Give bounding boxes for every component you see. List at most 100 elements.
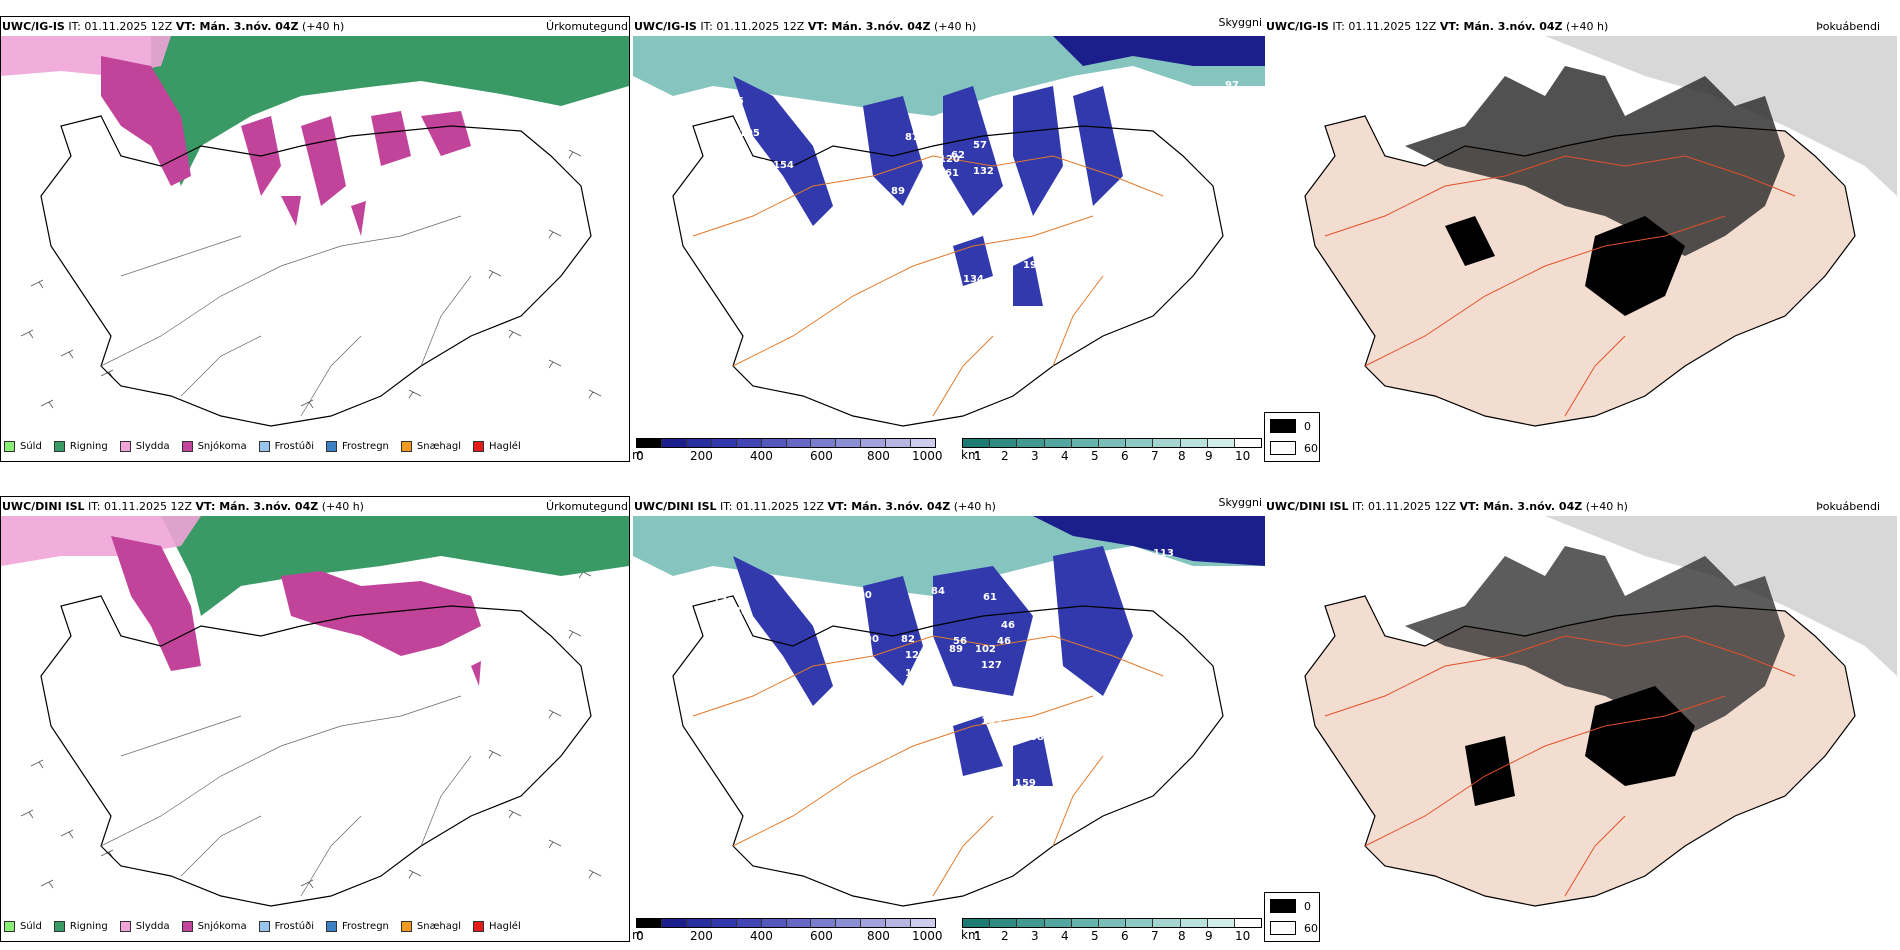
tick-label: 2 (1001, 449, 1009, 463)
cloud-base-label: 57 (973, 140, 987, 151)
cloud-base-label: 65 (897, 224, 911, 235)
cloud-base-label: 298 (745, 158, 766, 169)
low-visibility-field (1033, 516, 1265, 566)
tick-label: 800 (867, 449, 890, 463)
legend-swatch (400, 440, 412, 452)
header-info: UWC/IG-IS IT: 01.11.2025 12Z VT: Mán. 3.… (1266, 20, 1609, 33)
roads (100, 215, 472, 417)
legend-item: Haglél (473, 440, 521, 452)
cloud-base-label: 84 (941, 290, 955, 301)
tick-label: 1 (974, 929, 982, 943)
visibility-panel: UWC/DINI ISL IT: 01.11.2025 12Z VT: Mán.… (632, 480, 1265, 950)
cloud-base-colorbar: 0 200 400 600 800 1000 m (632, 438, 943, 463)
cloud-base-label: 95 (783, 256, 797, 267)
fog-background (1545, 516, 1897, 676)
cloud-base-label: 62 (951, 150, 965, 161)
visibility-panel: UWC/IG-IS IT: 01.11.2025 12Z VT: Mán. 3.… (632, 0, 1265, 470)
cloud-base-label: 90 (865, 634, 879, 645)
cloud-base-label: 57 (693, 810, 707, 821)
header-info: UWC/IG-IS IT: 01.11.2025 12Z VT: Mán. 3.… (634, 20, 977, 33)
cloud-base-label: 152 (711, 130, 732, 141)
legend-label: Haglél (489, 440, 521, 452)
visibility-colorbar: 1 2 3 4 5 6 7 8 9 10 km (961, 438, 1262, 463)
panel-title: Þokuábendi (1816, 500, 1880, 513)
visibility-map (633, 516, 1265, 912)
legend-label: Haglél (489, 920, 521, 932)
dense-fog-field (1445, 216, 1685, 316)
cloud-base-label: 86 (1199, 86, 1213, 97)
fog-legend-item: 60 (1270, 441, 1318, 455)
cloud-base-label: 127 (981, 660, 1002, 671)
panel-title: Skyggni (1218, 496, 1262, 509)
legend-label: Snjókoma (197, 920, 247, 932)
header-info: UWC/DINI ISL IT: 01.11.2025 12Z VT: Mán.… (1266, 500, 1628, 513)
tick-label: 200 (690, 449, 713, 463)
tick-label: 2 (1001, 929, 1009, 943)
cloud-base-label: 78 (911, 216, 925, 227)
cloud-base-label: 72 (867, 186, 881, 197)
tick-label: 0 (636, 449, 644, 463)
legend-item: Frostúði (258, 920, 314, 932)
cloud-base-label: 84 (915, 280, 929, 291)
fog-background (1545, 36, 1897, 196)
legend-swatch (400, 920, 412, 932)
legend-label: Snjókoma (197, 440, 247, 452)
legend-item: Frostregn (326, 920, 389, 932)
cloud-base-label: 170 (713, 596, 734, 607)
legend-swatch (1270, 419, 1296, 433)
legend-label: Rigning (69, 920, 108, 932)
legend-item: Súld (4, 920, 42, 932)
precip-type-legend: Súld Rigning Slydda Snjókoma Frostúði Fr… (4, 916, 527, 936)
cloud-base-label: 108 (1017, 338, 1038, 349)
cloud-base-label: 195 (739, 128, 760, 139)
cloud-base-label: 97 (1225, 80, 1239, 91)
panel-header: UWC/IG-IS IT: 01.11.2025 12Z VT: Mán. 3.… (0, 18, 632, 36)
tick-label: 200 (690, 929, 713, 943)
panel-title: Þokuábendi (1816, 20, 1880, 33)
legend-item: Snæhagl (400, 440, 461, 452)
tick-label: 7 (1151, 449, 1159, 463)
cloud-base-label: 64 (877, 750, 891, 761)
roads (1324, 155, 1796, 417)
precip-type-legend: Súld Rigning Slydda Snjókoma Frostúði Fr… (4, 436, 527, 456)
tick-label: 1 (974, 449, 982, 463)
tick-label: 800 (867, 929, 890, 943)
legend-swatch (1270, 899, 1296, 913)
tick-label: 9 (1205, 929, 1213, 943)
cloud-base-label: 100 (851, 590, 872, 601)
unit-label: m (632, 928, 644, 942)
tick-label: 0 (636, 929, 644, 943)
legend-swatch (181, 440, 193, 452)
cloud-base-label: 100 (859, 250, 880, 261)
iceland-coast (40, 595, 592, 907)
fog-legend: 0 60 (1264, 892, 1320, 942)
legend-label: Súld (20, 920, 42, 932)
tick-label: 8 (1178, 449, 1186, 463)
cloud-base-label: 132 (973, 166, 994, 177)
cloud-base-label: 61 (945, 168, 959, 179)
iceland-coast (672, 595, 1224, 907)
unit-label: m (632, 448, 644, 462)
tick-label: 7 (1151, 929, 1159, 943)
fog-legend-item: 0 (1270, 419, 1311, 433)
cloud-base-label: 46 (1001, 620, 1015, 631)
legend-label: Frostregn (342, 920, 389, 932)
cloud-base-label: 685 (1053, 718, 1074, 729)
cloud-base-label: 115 (917, 372, 938, 383)
header-info: UWC/DINI ISL IT: 01.11.2025 12Z VT: Mán.… (634, 500, 996, 513)
cloud-base-label: 389 (991, 286, 1012, 297)
cloud-base-label: 102 (975, 644, 996, 655)
legend-item: Snæhagl (400, 920, 461, 932)
roads (1324, 635, 1796, 897)
precipitation-rain (151, 36, 629, 186)
legend-swatch (53, 440, 65, 452)
legend-swatch (181, 920, 193, 932)
fog-legend: 0 60 (1264, 412, 1320, 462)
cloud-base-label: 101 (937, 766, 958, 777)
tick-label: 9 (1205, 449, 1213, 463)
legend-label: Slydda (135, 440, 170, 452)
cloud-base-label: 113 (841, 312, 862, 323)
roads (692, 635, 1164, 897)
cloud-base-label: 169 (981, 716, 1002, 727)
legend-swatch (258, 920, 270, 932)
